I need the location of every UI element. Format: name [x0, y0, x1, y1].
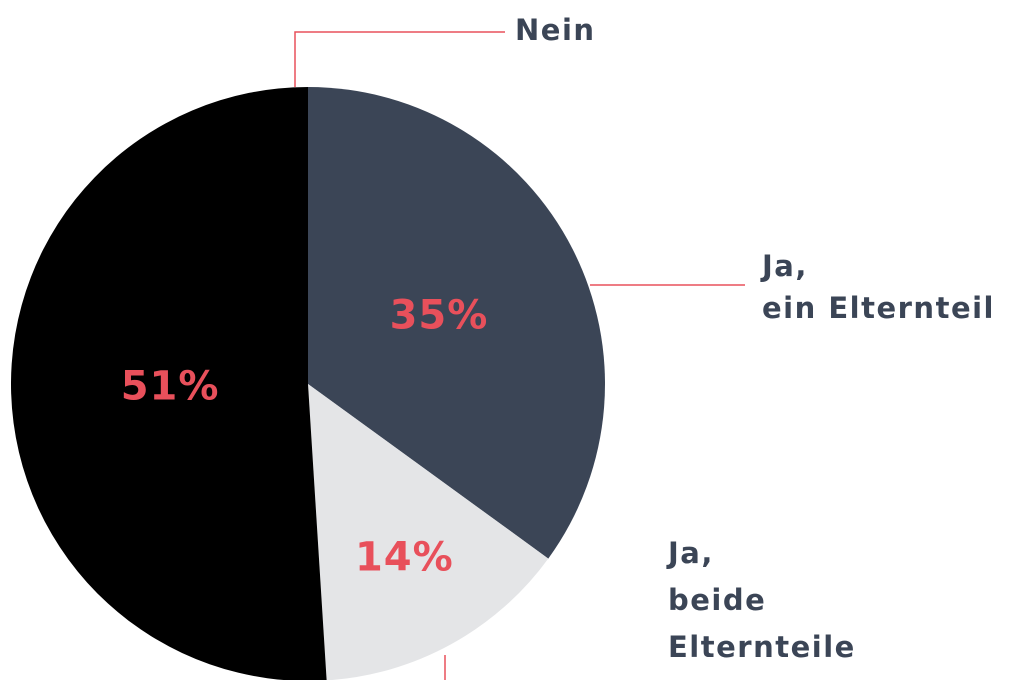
- category-label: Nein: [515, 13, 596, 47]
- pie-slice: [308, 384, 549, 680]
- pie-slice: [308, 87, 605, 559]
- category-label: Ja,: [666, 536, 714, 570]
- category-label: Elternteile: [668, 630, 856, 664]
- value-label: 35%: [390, 292, 489, 338]
- category-label: Ja,: [760, 249, 808, 283]
- category-label: ein Elternteil: [762, 291, 995, 325]
- category-label: beide: [668, 583, 766, 617]
- value-label: 14%: [355, 534, 454, 580]
- leader-line: [294, 31, 505, 87]
- pie-slice: [11, 87, 327, 680]
- value-label: 51%: [121, 363, 220, 409]
